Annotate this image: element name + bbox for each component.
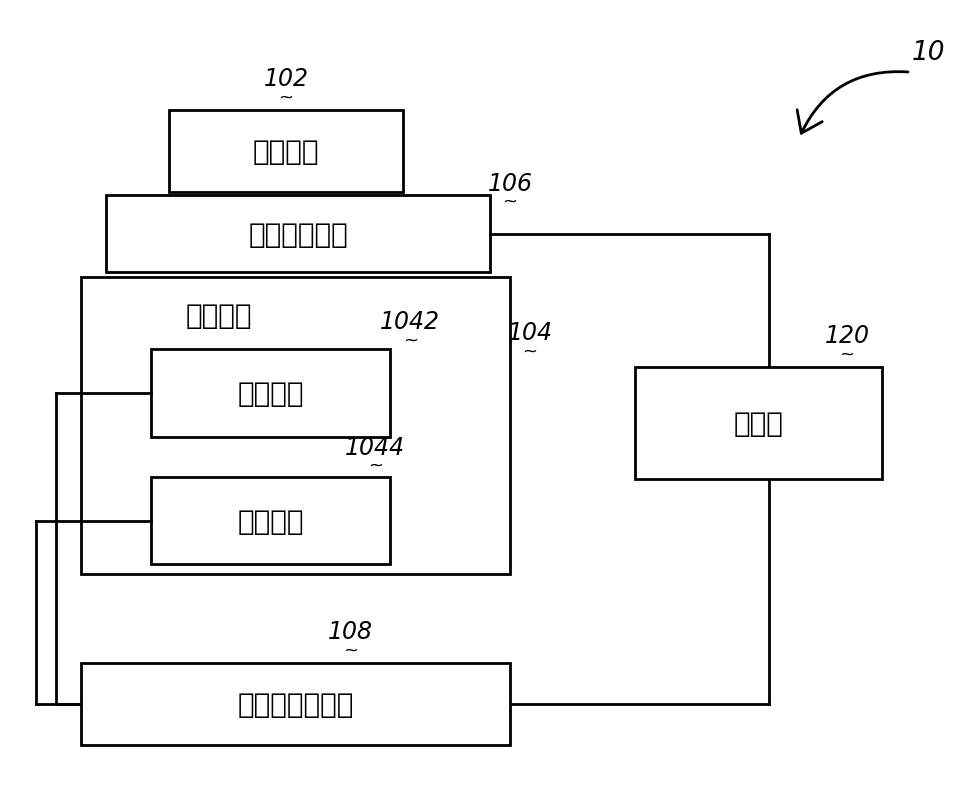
Text: 控制绕组: 控制绕组 (238, 507, 304, 535)
Text: 定子绕组: 定子绕组 (253, 138, 319, 165)
Bar (151, 350, 391, 437)
Text: 120: 120 (824, 324, 870, 348)
Text: ~: ~ (368, 457, 383, 474)
Bar (81, 663, 510, 745)
Text: 10: 10 (912, 41, 946, 67)
Text: 104: 104 (507, 321, 552, 345)
Bar (151, 477, 391, 564)
Text: ~: ~ (402, 331, 418, 349)
Text: 电力电子变换器: 电力电子变换器 (238, 690, 354, 718)
Text: 应力检测装置: 应力检测装置 (248, 221, 348, 248)
Bar (635, 367, 881, 479)
Text: ~: ~ (343, 641, 357, 659)
Text: 控制器: 控制器 (733, 410, 783, 437)
Text: 106: 106 (487, 172, 533, 195)
Text: ~: ~ (522, 341, 538, 360)
Text: ~: ~ (279, 88, 293, 106)
Text: 1044: 1044 (346, 436, 405, 459)
Text: 工作绕组: 工作绕组 (238, 380, 304, 408)
Text: ~: ~ (503, 192, 517, 210)
Bar (169, 111, 403, 192)
Text: 102: 102 (264, 67, 309, 91)
Bar (81, 278, 510, 575)
Text: 转子绕组: 转子绕组 (186, 302, 252, 330)
FancyArrowPatch shape (797, 72, 908, 134)
Text: 1042: 1042 (380, 310, 440, 334)
Text: 108: 108 (328, 620, 373, 643)
Bar (106, 195, 490, 273)
Text: ~: ~ (840, 345, 854, 363)
